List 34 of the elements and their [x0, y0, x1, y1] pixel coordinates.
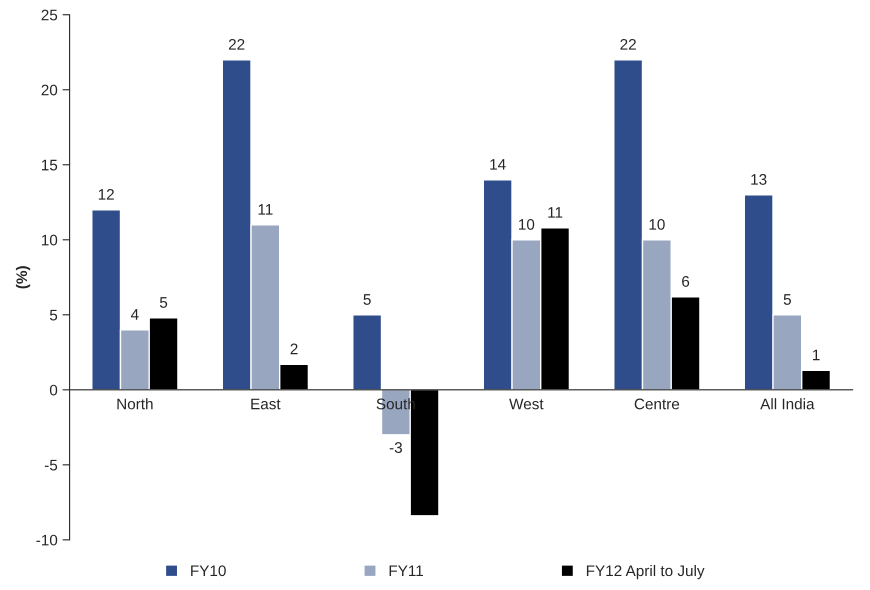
x-tick-label: East [251, 398, 281, 410]
y-tick-label: -10 [36, 534, 58, 546]
data-label: 14 [490, 159, 506, 170]
data-label: 5 [364, 294, 371, 305]
data-label: 1 [812, 350, 820, 360]
y-tick-label: 10 [42, 234, 58, 246]
legend-label: FY12 April to July [586, 564, 705, 580]
data-label: 6 [682, 276, 690, 287]
legend-label: FY11 [390, 566, 423, 576]
data-label: 22 [228, 38, 244, 50]
y-tick-label: 0 [50, 384, 58, 396]
y-tick-label: 25 [42, 10, 58, 20]
data-label: 22 [620, 38, 636, 50]
legend-label: FY10 [191, 565, 226, 576]
y-tick-label: 20 [42, 84, 58, 96]
data-label: -3 [390, 442, 402, 453]
data-label: 5 [160, 297, 168, 308]
x-tick-label: North [117, 398, 153, 410]
y-tick-label: -5 [44, 460, 58, 471]
data-label: 4 [130, 309, 139, 320]
y-axis-title: (%) [16, 266, 30, 288]
data-label: 5 [784, 294, 791, 305]
data-label: 13 [751, 174, 766, 185]
x-tick-label: West [509, 398, 544, 410]
x-tick-label: Centre [634, 398, 680, 410]
data-label: 10 [650, 219, 665, 230]
data-label: 11 [548, 207, 562, 218]
data-label: 10 [519, 219, 534, 230]
y-tick-label: 5 [50, 310, 58, 320]
data-label: 2 [290, 344, 298, 354]
data-label: 12 [98, 189, 114, 200]
x-tick-label: All India [760, 398, 815, 410]
y-tick-label: 15 [42, 160, 58, 170]
data-label: 11 [258, 204, 273, 215]
